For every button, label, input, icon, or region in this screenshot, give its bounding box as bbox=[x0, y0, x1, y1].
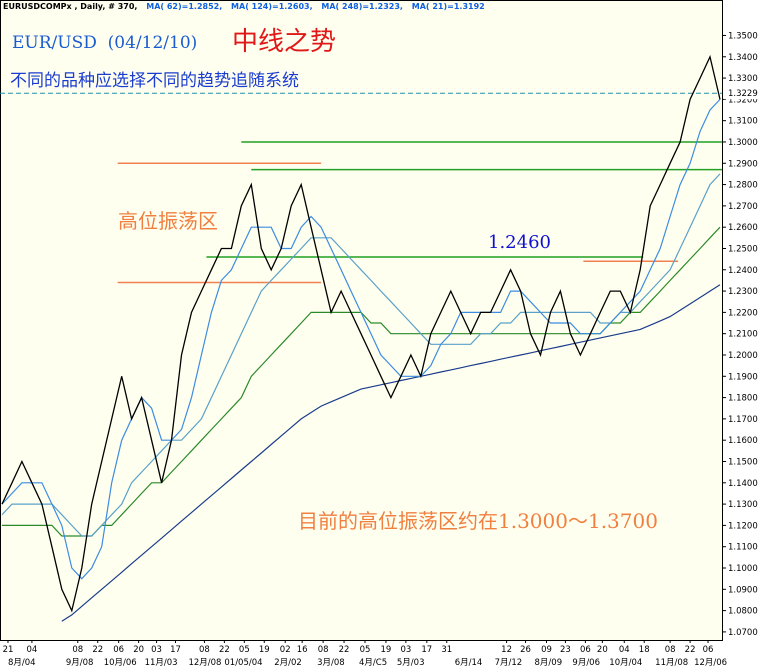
x-month-label: 11月/08 bbox=[655, 658, 688, 668]
x-month-label: 5月/03 bbox=[397, 658, 425, 668]
plot-area bbox=[0, 0, 723, 641]
price-line bbox=[1, 173, 721, 537]
x-month-label: 4月/C5 bbox=[359, 658, 387, 668]
y-tick-label: 1.1500 bbox=[728, 457, 758, 467]
x-month-label: 10月/06 bbox=[104, 658, 137, 668]
annotation: 目前的高位振荡区约在1.3000～1.3700 bbox=[298, 509, 658, 533]
y-tick-label: 1.1700 bbox=[728, 415, 758, 425]
y-tick-label: 1.1600 bbox=[728, 436, 758, 446]
subtitle: 不同的品种应选择不同的趋势追随系统 bbox=[10, 71, 299, 91]
x-month-label: 9月/08 bbox=[66, 658, 94, 668]
y-tick-label: 1.2700 bbox=[728, 202, 758, 212]
y-tick-label: 1.1400 bbox=[728, 479, 758, 489]
x-tick-label: 08 bbox=[318, 645, 329, 655]
y-tick-label: 1.3300 bbox=[728, 74, 758, 84]
y-tick-label: 1.2300 bbox=[728, 287, 758, 297]
y-tick-label: 1.0900 bbox=[728, 585, 758, 595]
x-tick-label: 21 bbox=[3, 645, 14, 655]
x-tick-label: 08 bbox=[199, 645, 210, 655]
x-tick-label: 08 bbox=[665, 645, 676, 655]
header: EURUSDCOMPx , Daily, # 370, MA( 62)=1.28… bbox=[3, 2, 485, 11]
x-tick-label: 23 bbox=[560, 645, 571, 655]
y-tick-label: 1.0800 bbox=[728, 607, 758, 617]
x-tick-label: 04 bbox=[26, 645, 37, 655]
x-month-label: 11月/03 bbox=[145, 658, 178, 668]
x-tick-label: 03 bbox=[400, 645, 411, 655]
x-tick-label: 22 bbox=[92, 645, 103, 655]
x-tick-label: 09 bbox=[541, 645, 552, 655]
x-tick-label: 18 bbox=[639, 645, 650, 655]
y-tick-label: 1.3400 bbox=[728, 53, 758, 63]
x-tick-label: 17 bbox=[421, 645, 432, 655]
header-ma: MA( 62)=1.2852, bbox=[146, 2, 222, 11]
header-ma: MA( 248)=1.2323, bbox=[321, 2, 403, 11]
x-tick-label: 04 bbox=[619, 645, 630, 655]
y-tick-label: 1.3100 bbox=[728, 117, 758, 127]
y-tick-label: 1.3000 bbox=[728, 138, 758, 148]
y-tick-label: 1.2100 bbox=[728, 330, 758, 340]
x-month-label: 01/05/04 bbox=[224, 658, 262, 668]
x-tick-label: 26 bbox=[520, 645, 531, 655]
y-tick-label: 1.1300 bbox=[728, 500, 758, 510]
y-tick-label: 1.2500 bbox=[728, 244, 758, 254]
price-line bbox=[1, 54, 721, 613]
x-month-label: 2月/02 bbox=[274, 658, 302, 668]
x-tick-label: 20 bbox=[597, 645, 608, 655]
x-tick-label: 08 bbox=[72, 645, 83, 655]
y-tick-label: 1.1800 bbox=[728, 394, 758, 404]
y-tick-label: 1.1000 bbox=[728, 564, 758, 574]
x-tick-label: 31 bbox=[441, 645, 452, 655]
y-tick-label: 1.2800 bbox=[728, 181, 758, 191]
x-tick-label: 16 bbox=[297, 645, 308, 655]
x-month-label: 9月/06 bbox=[572, 658, 600, 668]
annotation: 高位振荡区 bbox=[118, 209, 218, 233]
x-month-label: 3月/08 bbox=[317, 658, 345, 668]
y-tick-label: 1.3500 bbox=[728, 31, 758, 41]
x-month-label: 12月/08 bbox=[188, 658, 221, 668]
y-tick-label: 1.1900 bbox=[728, 372, 758, 382]
x-tick-label: 22 bbox=[219, 645, 230, 655]
price-line bbox=[61, 284, 721, 622]
x-tick-label: 02 bbox=[280, 645, 291, 655]
y-tick-label: 1.1200 bbox=[728, 521, 758, 531]
x-month-label: 6月/14 bbox=[455, 658, 483, 668]
header-ma: MA( 124)=1.2603, bbox=[231, 2, 313, 11]
y-tick-label: 1.3200 bbox=[728, 95, 758, 105]
chart-title: EUR/USD (04/12/10) bbox=[12, 33, 197, 53]
x-tick-label: 17 bbox=[170, 645, 181, 655]
y-tick-label: 1.2200 bbox=[728, 308, 758, 318]
x-tick-label: 19 bbox=[381, 645, 392, 655]
x-tick-label: 05 bbox=[360, 645, 371, 655]
annotation: 1.2460 bbox=[488, 232, 551, 253]
x-tick-label: 20 bbox=[133, 645, 144, 655]
y-tick-label: 1.2400 bbox=[728, 266, 758, 276]
x-month-label: 10月/04 bbox=[609, 658, 642, 668]
x-tick-label: 12 bbox=[501, 645, 512, 655]
x-month-label: 8月/04 bbox=[8, 658, 36, 668]
header-symbol: EURUSDCOMPx , Daily, # 370, bbox=[3, 2, 137, 11]
y-tick-label: 1.0700 bbox=[728, 628, 758, 638]
y-tick-label: 1.1100 bbox=[728, 543, 758, 553]
x-tick-label: 06 bbox=[113, 645, 124, 655]
y-tick-label: 1.2600 bbox=[728, 223, 758, 233]
last-price-box bbox=[724, 87, 760, 100]
x-tick-label: 22 bbox=[685, 645, 696, 655]
x-month-label: 7月/12 bbox=[495, 658, 523, 668]
header-ma: MA( 21)=1.3192 bbox=[412, 2, 485, 11]
x-tick-label: 03 bbox=[151, 645, 162, 655]
x-tick-label: 06 bbox=[580, 645, 591, 655]
x-tick-label: 05 bbox=[239, 645, 250, 655]
x-month-label: 12月/06 bbox=[694, 658, 727, 668]
x-tick-label: 19 bbox=[259, 645, 270, 655]
x-tick-label: 06 bbox=[703, 645, 714, 655]
y-tick-label: 1.2900 bbox=[728, 159, 758, 169]
x-tick-label: 22 bbox=[339, 645, 350, 655]
headline: 中线之势 bbox=[232, 27, 336, 57]
x-month-label: 8月/09 bbox=[535, 658, 563, 668]
price-line bbox=[1, 98, 721, 580]
last-price-label: 1.3229 bbox=[728, 89, 758, 99]
y-tick-label: 1.2000 bbox=[728, 351, 758, 361]
